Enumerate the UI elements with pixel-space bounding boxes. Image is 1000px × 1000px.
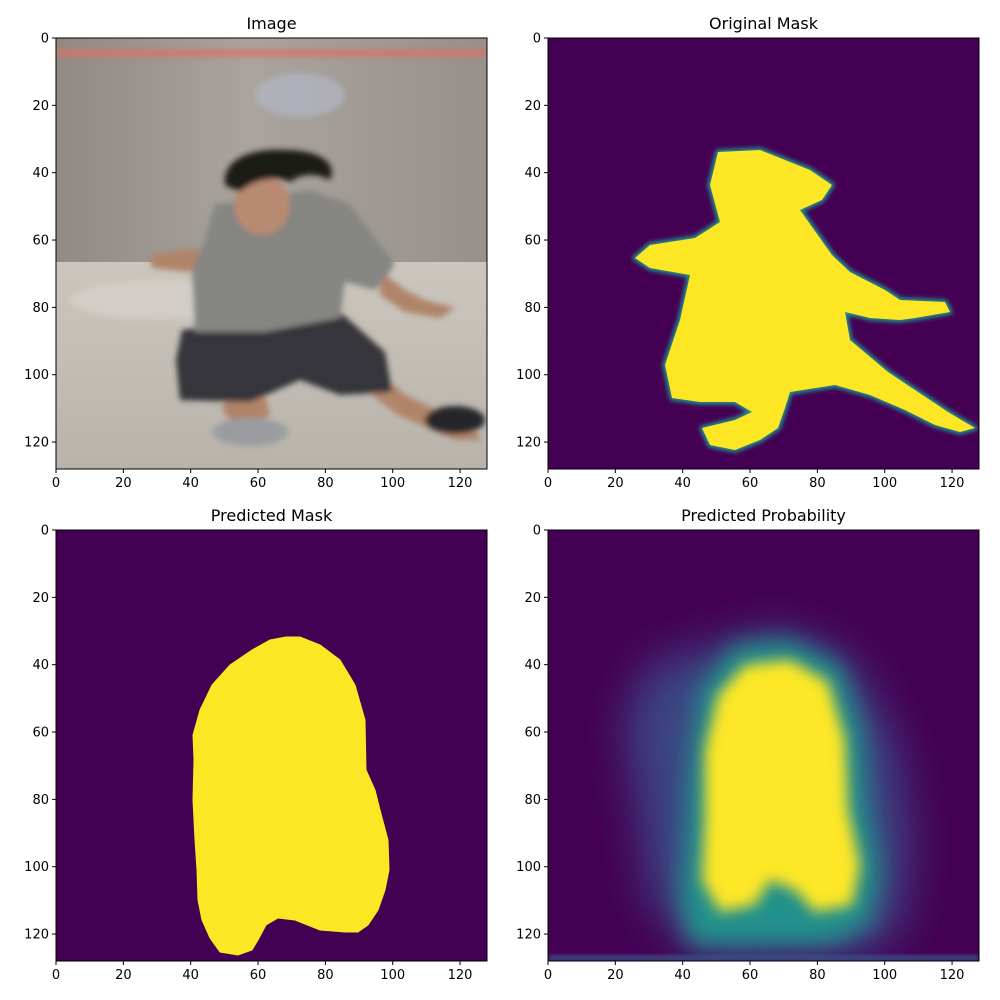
x-tick-label: 100 bbox=[380, 968, 405, 983]
x-tick-label: 20 bbox=[115, 476, 132, 491]
y-tick-label: 40 bbox=[32, 166, 49, 181]
axes-frame-predicted-mask bbox=[55, 529, 488, 962]
predicted-mask-foreground bbox=[192, 636, 390, 956]
y-tick-label: 40 bbox=[32, 658, 49, 673]
y-tick-label: 80 bbox=[524, 301, 541, 316]
x-tick-label: 100 bbox=[872, 968, 897, 983]
y-tick-label: 40 bbox=[524, 658, 541, 673]
photo-red-stripe bbox=[56, 50, 487, 56]
photo-light-spot bbox=[255, 73, 345, 117]
predicted-mask-content bbox=[56, 530, 487, 961]
photo-shoe-right bbox=[425, 406, 485, 434]
x-tick-label: 100 bbox=[380, 476, 405, 491]
x-tick-label: 0 bbox=[544, 968, 552, 983]
x-tick-label: 80 bbox=[317, 968, 334, 983]
y-tick-label: 20 bbox=[524, 591, 541, 606]
x-tick-label: 80 bbox=[809, 476, 826, 491]
panel-predicted-probability: Predicted Probability 0 20 40 60 80 100 120 0 20… bbox=[516, 506, 980, 984]
original-mask-foreground bbox=[635, 150, 975, 450]
axis-ticks-original-mask: 0 20 40 60 80 100 120 0 20 40 60 80 100 120 bbox=[516, 32, 964, 492]
probability-high-core bbox=[702, 660, 860, 912]
y-tick-label: 120 bbox=[516, 928, 541, 943]
x-tick-label: 20 bbox=[607, 476, 624, 491]
panel-original-mask: Original Mask 0 20 40 60 80 100 120 0 20 40 60 80 10… bbox=[516, 14, 980, 492]
probability-bottom-strip bbox=[548, 955, 979, 961]
axis-ticks-predicted-mask: 0 20 40 60 80 100 120 0 20 40 60 80 100 120 bbox=[24, 524, 472, 984]
x-tick-label: 80 bbox=[809, 968, 826, 983]
x-tick-label: 40 bbox=[182, 968, 199, 983]
x-tick-label: 100 bbox=[872, 476, 897, 491]
y-tick-label: 80 bbox=[32, 793, 49, 808]
x-tick-label: 0 bbox=[544, 476, 552, 491]
y-tick-label: 40 bbox=[524, 166, 541, 181]
y-tick-label: 20 bbox=[524, 99, 541, 114]
x-tick-label: 120 bbox=[940, 968, 965, 983]
x-tick-label: 40 bbox=[674, 968, 691, 983]
photo-arm-right bbox=[380, 270, 455, 318]
y-tick-label: 120 bbox=[24, 436, 49, 451]
y-tick-label: 60 bbox=[524, 234, 541, 249]
axes-frame-image bbox=[55, 37, 488, 470]
axes-frame-original-mask bbox=[547, 37, 980, 470]
x-tick-label: 120 bbox=[448, 476, 473, 491]
x-tick-label: 80 bbox=[317, 476, 334, 491]
x-tick-label: 60 bbox=[742, 968, 759, 983]
y-tick-label: 100 bbox=[516, 368, 541, 383]
axis-ticks-image: 0 20 40 60 80 100 120 0 20 40 60 80 100 120 bbox=[24, 32, 472, 492]
y-tick-label: 0 bbox=[533, 32, 541, 47]
y-tick-label: 60 bbox=[524, 726, 541, 741]
y-tick-label: 0 bbox=[533, 524, 541, 539]
photo-hair bbox=[224, 149, 332, 192]
y-tick-label: 20 bbox=[32, 99, 49, 114]
axes-frame-predicted-probability bbox=[547, 529, 980, 962]
photo-shoe-left bbox=[212, 418, 288, 446]
x-tick-label: 0 bbox=[52, 476, 60, 491]
y-tick-label: 60 bbox=[32, 726, 49, 741]
y-tick-label: 0 bbox=[41, 524, 49, 539]
y-tick-label: 100 bbox=[516, 860, 541, 875]
y-tick-label: 60 bbox=[32, 234, 49, 249]
y-tick-label: 120 bbox=[24, 928, 49, 943]
photo-shorts bbox=[176, 312, 392, 402]
x-tick-label: 0 bbox=[52, 968, 60, 983]
y-tick-label: 100 bbox=[24, 860, 49, 875]
x-tick-label: 60 bbox=[250, 968, 267, 983]
panel-image: Image bbox=[24, 14, 488, 492]
panel-predicted-mask: Predicted Mask 0 20 40 60 80 100 120 0 20 40 60 80 1… bbox=[24, 506, 488, 984]
axis-ticks-predicted-probability: 0 20 40 60 80 100 120 0 20 40 60 80 100 120 bbox=[516, 524, 964, 984]
x-tick-label: 60 bbox=[250, 476, 267, 491]
panel-title-predicted-mask: Predicted Mask bbox=[211, 506, 333, 525]
panel-title-original-mask: Original Mask bbox=[709, 14, 819, 33]
x-tick-label: 40 bbox=[674, 476, 691, 491]
y-tick-label: 20 bbox=[32, 591, 49, 606]
y-tick-label: 0 bbox=[41, 32, 49, 47]
x-tick-label: 40 bbox=[182, 476, 199, 491]
original-mask-content bbox=[548, 38, 979, 469]
x-tick-label: 120 bbox=[940, 476, 965, 491]
photo-face bbox=[234, 175, 290, 235]
x-tick-label: 120 bbox=[448, 968, 473, 983]
x-tick-label: 20 bbox=[115, 968, 132, 983]
x-tick-label: 60 bbox=[742, 476, 759, 491]
photo-content bbox=[56, 38, 487, 469]
panel-title-image: Image bbox=[246, 14, 296, 33]
y-tick-label: 100 bbox=[24, 368, 49, 383]
x-tick-label: 20 bbox=[607, 968, 624, 983]
y-tick-label: 80 bbox=[32, 301, 49, 316]
panel-title-predicted-probability: Predicted Probability bbox=[681, 506, 846, 525]
y-tick-label: 120 bbox=[516, 436, 541, 451]
y-tick-label: 80 bbox=[524, 793, 541, 808]
predicted-probability-content bbox=[548, 530, 979, 961]
